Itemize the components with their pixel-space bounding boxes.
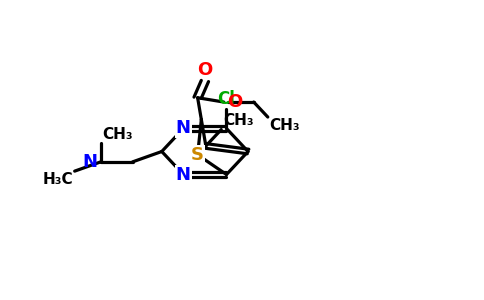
Text: O: O [197,61,212,79]
Text: N: N [176,166,191,184]
Text: N: N [176,119,191,137]
Text: O: O [227,93,242,111]
Text: S: S [191,146,204,164]
Text: Cl: Cl [217,90,235,108]
Text: N: N [83,153,98,171]
Text: CH₃: CH₃ [270,118,300,133]
Text: CH₃: CH₃ [102,127,133,142]
Text: CH₃: CH₃ [223,113,254,128]
Text: H₃C: H₃C [42,172,73,187]
